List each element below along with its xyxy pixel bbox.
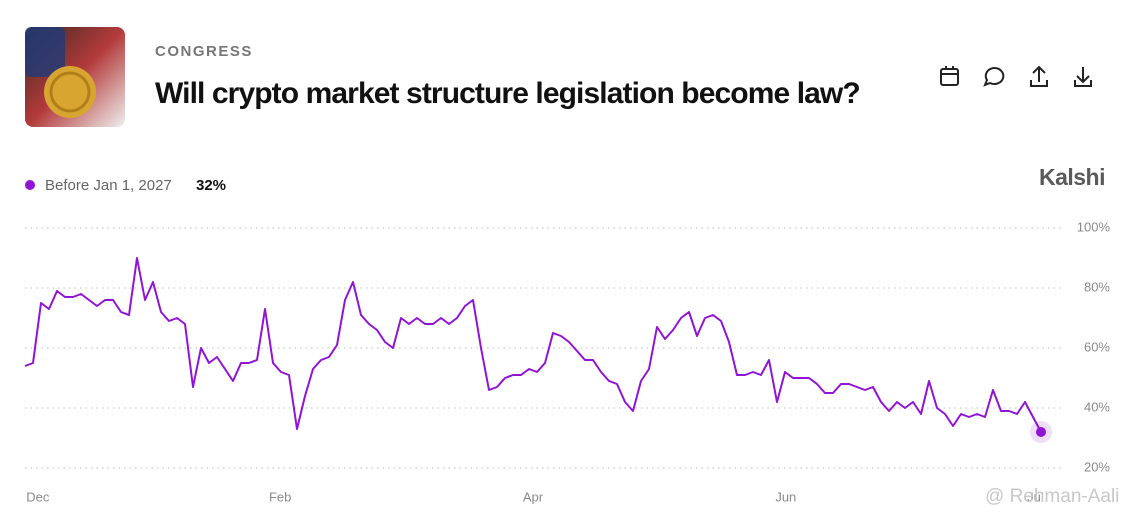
x-tick-label: Jun [775,489,796,504]
line [24,257,1042,433]
brand: Kalshi [1039,164,1105,190]
title: Will crypto market structure legislation… [155,77,860,110]
legend-label: Before Jan 1, 2027 [45,177,172,194]
y-tick-label: 100% [1077,219,1111,234]
category: CONGRESS [155,43,253,60]
download-button[interactable] [1074,67,1092,87]
end-point [1036,427,1046,437]
legend-dot [25,180,35,190]
toolbar [940,65,1092,87]
share-button[interactable] [1030,65,1048,87]
legend-value: 32% [196,177,226,194]
thumbnail [25,27,125,127]
plot: 20% 40% 60% 80% 100% Dec Feb Apr Jun Jul [24,219,1111,504]
watermark: @ Rehman-Aali [985,486,1119,507]
calendar-button[interactable] [940,66,959,86]
comment-button[interactable] [983,66,1005,87]
y-tick-label: 80% [1084,279,1110,294]
x-tick-label: Apr [523,489,544,504]
y-tick-label: 40% [1084,399,1110,414]
y-tick-label: 60% [1084,339,1110,354]
y-tick-label: 20% [1084,459,1110,474]
x-tick-label: Dec [26,489,50,504]
x-tick-label: Jul [1027,489,1044,504]
x-tick-label: Feb [269,489,291,504]
